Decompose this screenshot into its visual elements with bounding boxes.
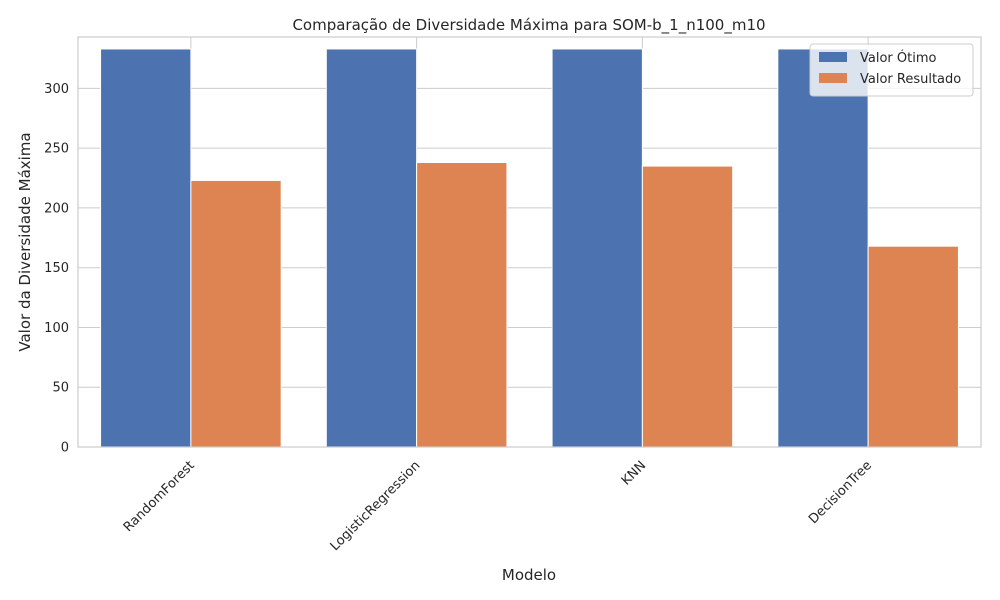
x-axis-label: Modelo <box>502 566 556 584</box>
y-tick-label: 150 <box>44 261 69 276</box>
legend-label: Valor Ótimo <box>860 50 936 66</box>
bar-valor-otimo <box>325 48 418 448</box>
y-tick-label: 50 <box>52 381 69 396</box>
x-tick-label: KNN <box>619 458 649 488</box>
legend-label: Valor Resultado <box>860 72 961 87</box>
x-axis-ticks: RandomForest LogisticRegression KNN Decisio… <box>121 458 875 554</box>
bars <box>100 48 959 448</box>
legend-swatch <box>819 73 847 83</box>
x-tick-label: DecisionTree <box>806 458 875 527</box>
y-tick-label: 0 <box>61 441 69 456</box>
y-axis-ticks: 0 50 100 150 200 250 300 <box>44 82 69 456</box>
plot-frame <box>77 36 982 448</box>
legend: Valor Ótimo Valor Resultado <box>809 43 974 97</box>
y-tick-label: 200 <box>44 201 69 216</box>
y-axis-label: Valor da Diversidade Máxima <box>16 132 34 351</box>
x-tick-label: LogisticRegression <box>328 458 424 554</box>
bar-valor-otimo <box>551 48 643 448</box>
legend-swatch <box>819 52 847 62</box>
x-tick-label: RandomForest <box>121 458 198 535</box>
bar-valor-resultado <box>641 165 734 448</box>
chart-title: Comparação de Diversidade Máxima para SO… <box>292 16 765 35</box>
bar-valor-resultado <box>867 245 959 448</box>
bar-valor-otimo <box>100 48 192 448</box>
bar-valor-resultado <box>416 162 508 448</box>
y-tick-label: 100 <box>44 321 69 336</box>
y-tick-label: 250 <box>44 142 69 157</box>
legend-box <box>809 43 974 97</box>
bar-valor-otimo <box>777 48 869 448</box>
y-tick-label: 300 <box>44 82 69 97</box>
bar-valor-resultado <box>190 179 282 448</box>
